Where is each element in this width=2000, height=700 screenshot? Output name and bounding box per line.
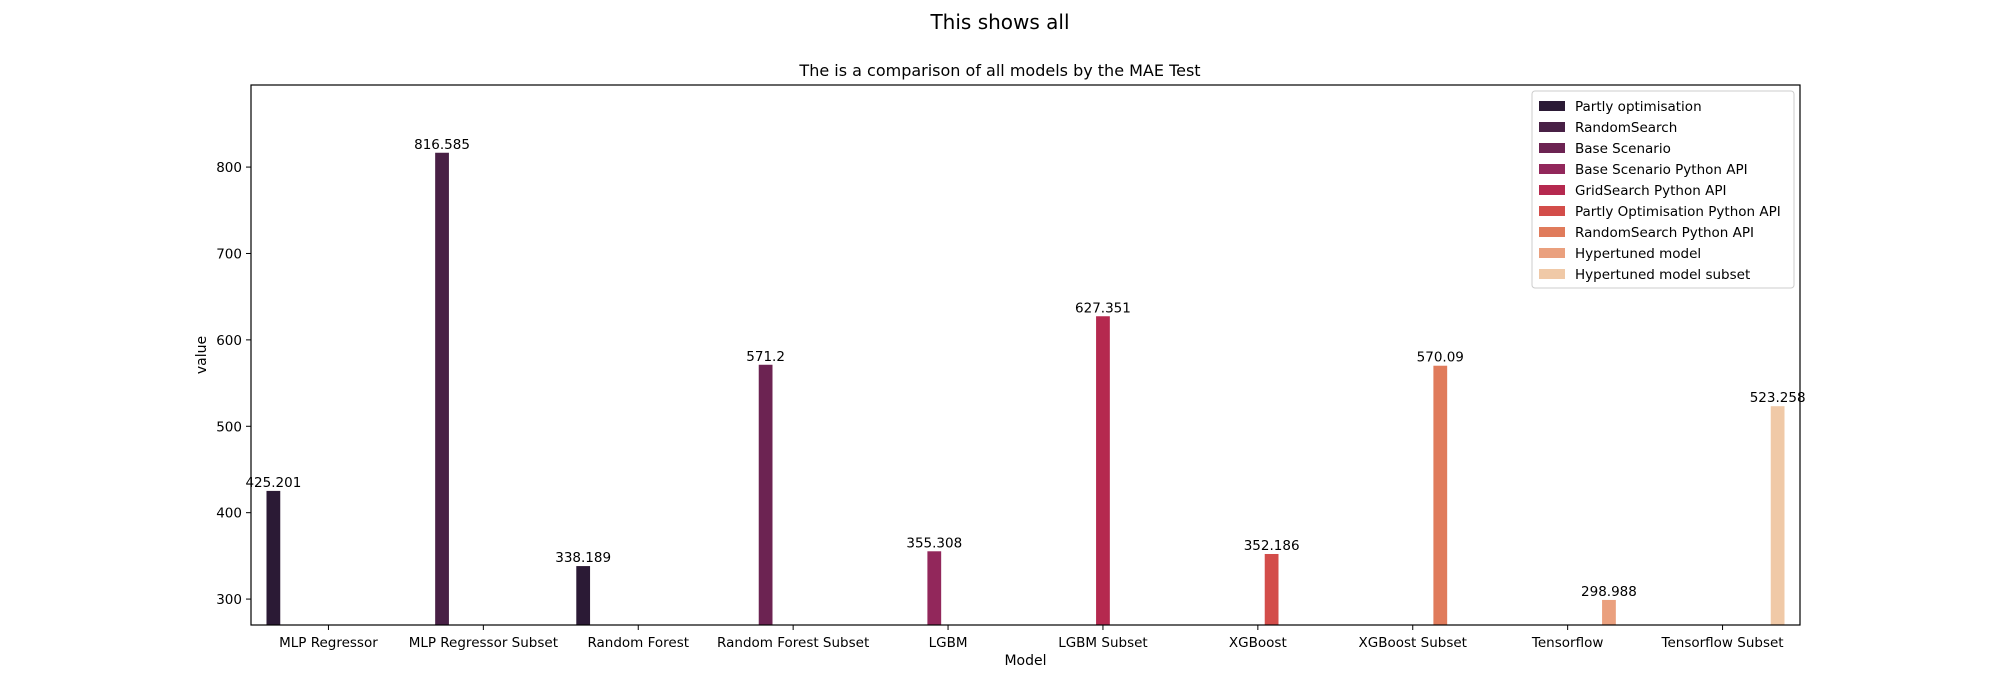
plot-area-frame [250, 84, 1801, 626]
bar [576, 566, 591, 625]
data-label: 816.585 [414, 137, 470, 153]
x-tick-label: LGBM [929, 635, 968, 651]
x-tick-label: Tensorflow Subset [1661, 635, 1784, 651]
x-tick-label: XGBoost Subset [1359, 635, 1467, 651]
x-tick-label: MLP Regressor Subset [409, 635, 558, 651]
legend-swatch [1539, 164, 1565, 174]
legend-box [1531, 90, 1795, 289]
legend-entry-label: Base Scenario Python API [1575, 162, 1748, 178]
legend-entry-label: Partly Optimisation Python API [1575, 204, 1781, 220]
bar [266, 490, 281, 625]
y-tick-label: 700 [216, 246, 242, 262]
legend-swatch [1539, 143, 1565, 153]
legend-swatch [1539, 269, 1565, 279]
legend-swatch [1539, 101, 1565, 111]
y-tick-label: 300 [216, 592, 242, 608]
x-tick-label: Random Forest [587, 635, 689, 651]
bar [1096, 316, 1110, 625]
legend-entry-label: Hypertuned model [1575, 246, 1701, 262]
data-label: 571.2 [746, 349, 785, 365]
figure-suptitle: This shows all [929, 10, 1069, 34]
legend-swatch [1539, 206, 1565, 216]
data-label: 425.201 [245, 475, 301, 491]
data-label: 627.351 [1075, 300, 1131, 316]
bar [1602, 599, 1616, 625]
legend-swatch [1539, 185, 1565, 195]
legend-entry-label: RandomSearch Python API [1575, 225, 1754, 241]
x-tick-label: Random Forest Subset [717, 635, 869, 651]
legend-entry-label: Partly optimisation [1575, 99, 1702, 115]
data-label: 570.09 [1417, 350, 1464, 366]
bar [758, 364, 773, 625]
legend-swatch [1539, 248, 1565, 258]
x-axis-label: Model [1004, 653, 1046, 669]
y-tick-label: 600 [216, 333, 242, 349]
legend-entry-label: Hypertuned model subset [1575, 267, 1750, 283]
y-axis-label: value [194, 336, 210, 374]
legend-entry-label: RandomSearch [1575, 120, 1677, 136]
data-label: 298.988 [1581, 584, 1637, 600]
bar [1770, 406, 1785, 625]
data-label: 338.189 [555, 550, 611, 566]
x-tick-label: XGBoost [1229, 635, 1287, 651]
bar [1433, 365, 1448, 625]
bar [1264, 553, 1279, 625]
x-tick-label: MLP Regressor [279, 635, 378, 651]
data-label: 355.308 [906, 535, 962, 551]
y-tick-label: 400 [216, 506, 242, 522]
x-tick-label: Tensorflow [1531, 635, 1603, 651]
legend-swatch [1539, 227, 1565, 237]
legend-entry-label: Base Scenario [1575, 141, 1671, 157]
chart-title: The is a comparison of all models by the… [798, 61, 1200, 80]
bar [927, 551, 942, 625]
legend-entry-label: GridSearch Python API [1575, 183, 1726, 199]
y-tick-label: 500 [216, 419, 242, 435]
legend: Partly optimisation RandomSearch Base Scen… [1531, 90, 1795, 289]
data-label: 523.258 [1750, 390, 1806, 406]
data-label: 352.186 [1244, 538, 1300, 554]
y-tick-label: 800 [216, 160, 242, 176]
legend-swatch [1539, 122, 1565, 132]
x-tick-label: LGBM Subset [1058, 635, 1148, 651]
bar [435, 152, 449, 625]
